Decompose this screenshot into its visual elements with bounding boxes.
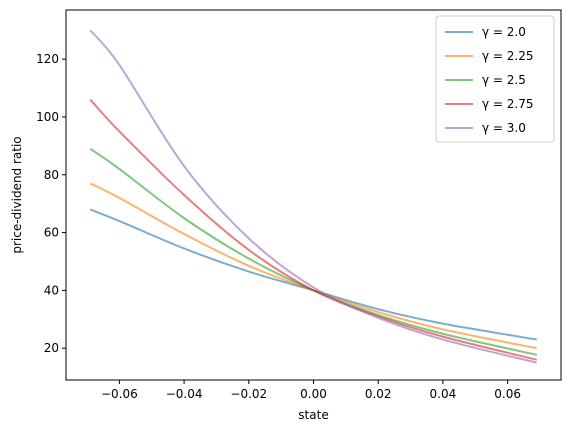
x-axis-label: state <box>298 408 328 422</box>
series-line-2 <box>89 147 537 356</box>
x-tick-label: −0.06 <box>101 387 138 401</box>
legend-items: γ = 2.0 γ = 2.25 γ = 2.5 γ = 2.75 γ = 3.0 <box>445 25 534 135</box>
x-tick-label: 0.00 <box>300 387 327 401</box>
x-tick-label: 0.06 <box>494 387 521 401</box>
legend-label-3: γ = 2.75 <box>482 97 534 111</box>
x-axis-ticks: −0.06 −0.04 −0.02 0.00 0.02 0.04 0.06 <box>101 380 521 401</box>
y-tick-label: 20 <box>44 341 59 355</box>
series-layer <box>89 29 537 364</box>
y-axis-ticks: 20 40 60 80 100 120 <box>36 52 66 355</box>
x-tick-label: −0.02 <box>230 387 267 401</box>
legend-frame <box>435 15 555 143</box>
y-tick-label: 100 <box>36 110 59 124</box>
x-tick-label: 0.04 <box>430 387 457 401</box>
y-tick-label: 80 <box>44 168 59 182</box>
legend-label-1: γ = 2.25 <box>482 49 534 63</box>
x-tick-label: −0.04 <box>166 387 203 401</box>
series-line-3 <box>89 98 537 361</box>
y-tick-label: 40 <box>44 283 59 297</box>
y-tick-label: 120 <box>36 52 59 66</box>
legend-label-4: γ = 3.0 <box>482 121 526 135</box>
series-line-0 <box>89 208 537 341</box>
legend: γ = 2.0 γ = 2.25 γ = 2.5 γ = 2.75 γ = 3.0 <box>435 15 555 143</box>
series-line-1 <box>89 182 537 350</box>
legend-label-2: γ = 2.5 <box>482 73 526 87</box>
y-axis-label: price-dividend ratio <box>10 136 24 253</box>
series-line-4 <box>89 29 537 364</box>
y-tick-label: 60 <box>44 226 59 240</box>
x-tick-label: 0.02 <box>365 387 392 401</box>
legend-label-0: γ = 2.0 <box>482 25 526 39</box>
